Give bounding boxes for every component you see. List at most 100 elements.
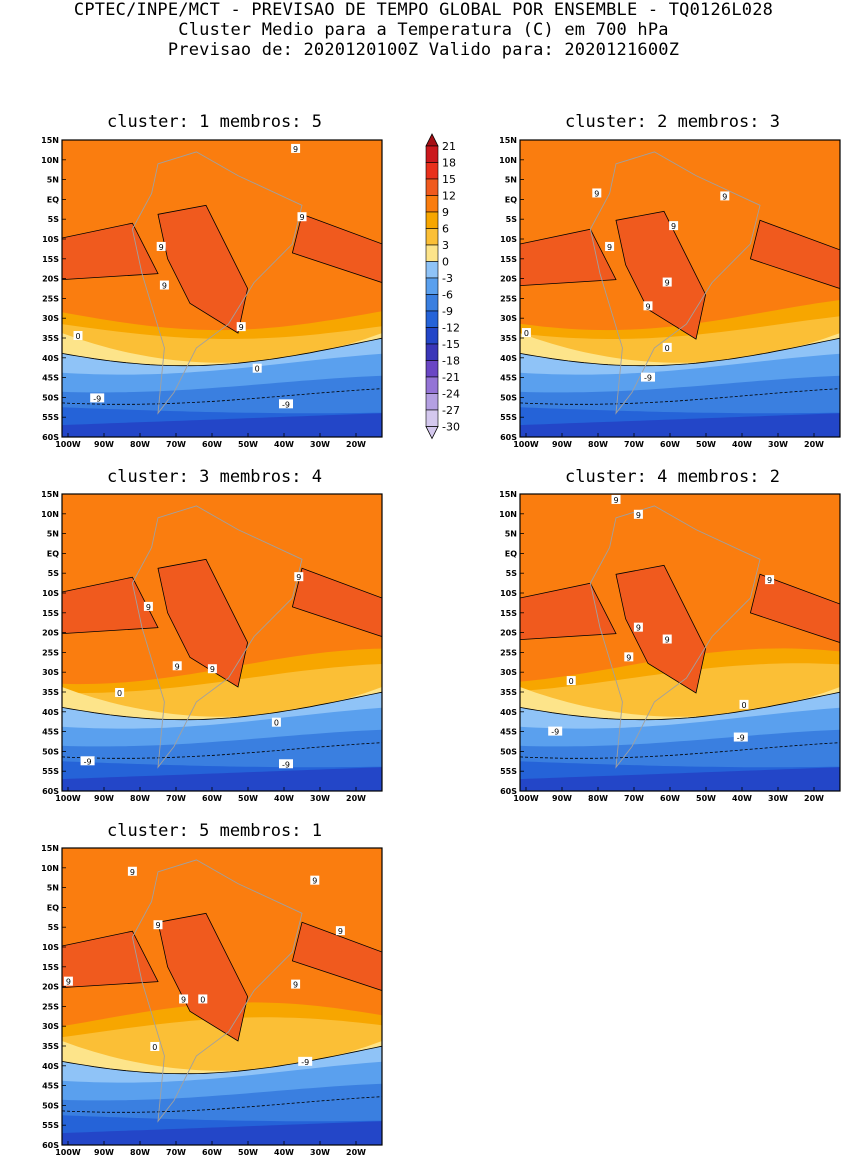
- contour-label: 9: [155, 921, 160, 930]
- colorbar-swatch: [425, 162, 439, 180]
- lat-tick-label: 15N: [499, 136, 517, 145]
- lat-tick-label: 5N: [47, 884, 59, 893]
- temperature-band: [62, 140, 382, 437]
- contour-label: 9: [645, 302, 650, 311]
- lon-tick-label: 50W: [238, 1148, 258, 1157]
- coastline: [131, 151, 303, 415]
- warm-region-12: [520, 582, 617, 641]
- lat-tick-label: 10N: [41, 864, 59, 873]
- map-frame: [519, 493, 841, 792]
- lat-tick-label: 40S: [500, 354, 517, 363]
- lat-tick-label: 15S: [500, 255, 517, 264]
- lat-tick-label: 40S: [42, 354, 59, 363]
- lat-tick-label: 20S: [42, 275, 59, 284]
- header-title-line3: Previsao de: 2020120100Z Valido para: 20…: [167, 40, 680, 60]
- isotherm-zero: [62, 691, 382, 721]
- contour-label: 9: [66, 978, 71, 987]
- contour-label: 9: [159, 243, 164, 252]
- contour-label-box: [156, 241, 166, 251]
- contour-label: -9: [551, 728, 559, 737]
- lat-tick-label: EQ: [47, 195, 59, 204]
- temperature-band: [62, 413, 382, 437]
- lon-tick-label: 70W: [166, 794, 186, 803]
- contour-label-box: [662, 342, 672, 352]
- contour-label: 9: [767, 576, 772, 585]
- colorbar-level-label: 6: [442, 223, 449, 236]
- contour-label: 9: [312, 877, 317, 886]
- colorbar-bottom-arrow: [425, 426, 439, 440]
- contour-label-box: [297, 212, 307, 222]
- contour-label: -9: [93, 394, 101, 403]
- lon-tick-label: 100W: [55, 794, 81, 803]
- isotherm-minus9: [62, 1096, 382, 1113]
- contour-label-box: [252, 363, 262, 373]
- lat-tick-label: 20S: [500, 629, 517, 638]
- lat-tick-label: 25S: [42, 1002, 59, 1011]
- contour-label-box: [172, 661, 182, 671]
- lon-tick-label: 80W: [130, 1148, 150, 1157]
- lat-tick-label: 40S: [500, 708, 517, 717]
- contour-label: 0: [665, 344, 670, 353]
- lat-tick-label: 5N: [47, 530, 59, 539]
- lon-tick-label: 70W: [624, 440, 644, 449]
- header-title-line2: Cluster Medio para a Temperatura (C) em …: [178, 20, 669, 40]
- lon-tick-label: 60W: [660, 794, 680, 803]
- contour-label-box: [291, 979, 301, 989]
- temperature-band: [62, 1061, 382, 1145]
- colorbar-level-label: -21: [442, 371, 460, 384]
- panel-title: cluster: 1 membros: 5: [107, 112, 322, 132]
- lat-tick-label: 60S: [42, 787, 59, 796]
- warm-region-12: [291, 921, 382, 992]
- colorbar-swatch: [425, 211, 439, 229]
- lat-tick-label: 20S: [500, 275, 517, 284]
- temperature-band: [62, 324, 382, 437]
- temperature-band: [62, 664, 382, 791]
- lat-tick-label: 15N: [499, 490, 517, 499]
- contour-label-box: [611, 494, 621, 504]
- lon-tick-label: 30W: [310, 440, 330, 449]
- lat-tick-label: 5S: [506, 215, 518, 224]
- contour-label-box: [115, 687, 125, 697]
- contour-label-box: [566, 676, 576, 686]
- map-frame: [519, 139, 841, 438]
- lat-tick-label: 10S: [42, 235, 59, 244]
- lat-tick-label: 55S: [500, 413, 517, 422]
- isotherm-minus9: [62, 388, 382, 405]
- contour-label-box: [150, 1041, 160, 1051]
- contour-label-box: [179, 994, 189, 1004]
- temperature-band: [62, 687, 382, 791]
- coastline: [589, 151, 761, 415]
- contour-label: 9: [146, 603, 151, 612]
- temperature-band: [520, 316, 840, 437]
- lat-tick-label: 15N: [41, 490, 59, 499]
- lat-tick-label: 50S: [42, 747, 59, 756]
- colorbar-swatch: [425, 195, 439, 213]
- lon-tick-label: 20W: [804, 440, 824, 449]
- contour-label-box: [592, 188, 602, 198]
- contour-label-box: [733, 732, 748, 742]
- warm-region-12: [157, 912, 249, 1042]
- lat-tick-label: 20S: [42, 629, 59, 638]
- contour-label-box: [291, 143, 301, 153]
- colorbar-swatch: [425, 360, 439, 378]
- lat-tick-label: 35S: [42, 1042, 59, 1051]
- lat-tick-label: 10N: [41, 156, 59, 165]
- lat-tick-label: 20S: [42, 983, 59, 992]
- lon-tick-label: 90W: [94, 794, 114, 803]
- contour-label: 9: [299, 213, 304, 222]
- contour-label: 0: [117, 689, 122, 698]
- lat-tick-label: EQ: [47, 549, 59, 558]
- lat-tick-label: 35S: [500, 334, 517, 343]
- lon-tick-label: 60W: [202, 794, 222, 803]
- temperature-band: [62, 1083, 382, 1145]
- figure-header: CPTEC/INPE/MCT - PREVISAO DE TEMPO GLOBA…: [0, 0, 847, 60]
- warm-region-12: [615, 210, 707, 340]
- lat-tick-label: 30S: [500, 668, 517, 677]
- temperature-band: [62, 1041, 382, 1145]
- contour-label: 9: [665, 636, 670, 645]
- warm-region-12: [62, 222, 159, 281]
- lat-tick-label: 60S: [42, 433, 59, 442]
- temperature-band: [62, 333, 382, 437]
